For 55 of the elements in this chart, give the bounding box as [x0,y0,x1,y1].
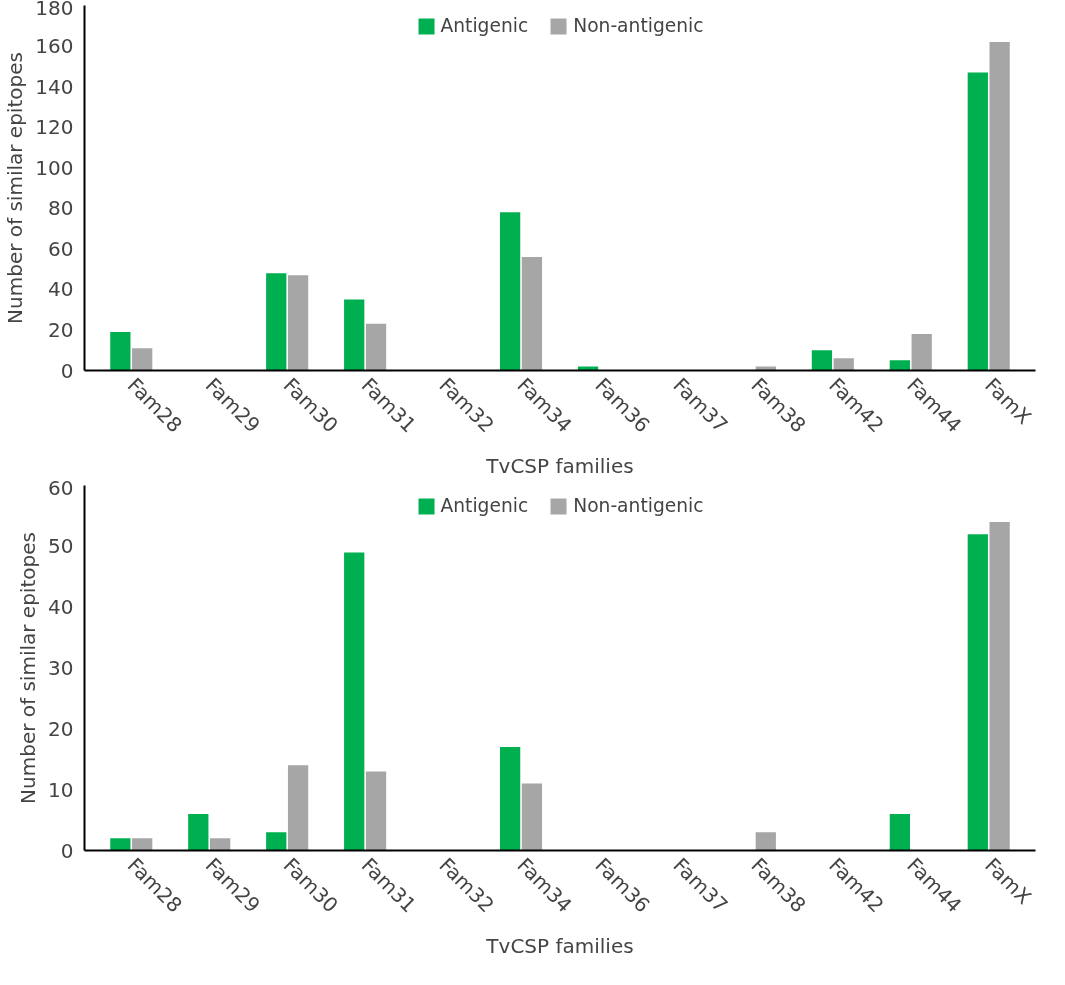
y-axis-title: Number of similar epitopes [3,52,28,324]
bar [499,212,521,371]
y-tick-label: 40 [48,277,74,302]
bar [755,366,776,371]
bar [499,747,521,851]
bar [132,348,153,371]
y-tick-label: 180 [35,0,74,20]
bar [577,366,599,371]
bar [110,331,131,371]
bar [989,522,1010,851]
bar [521,256,543,371]
y-tick-label: 80 [48,196,74,221]
y-tick-label: 120 [35,115,74,140]
bar [889,360,910,371]
x-axis-title: TvCSP families [485,933,634,958]
bar [365,323,387,371]
y-tick-label: 0 [60,838,74,863]
y-tick-label: 30 [48,656,74,680]
bar [811,350,833,371]
bar [287,765,309,851]
y-tick-label: 160 [35,34,74,59]
bar [344,552,365,851]
bar [521,783,543,851]
y-tick-label: 50 [48,534,74,559]
legend-label: Antigenic [440,15,529,36]
y-axis-title: Number of similar epitopes [16,532,41,804]
y-tick-label: 100 [35,155,74,180]
y-tick-label: 20 [48,317,74,342]
y-tick-label: 60 [48,236,74,261]
legend-label: Non-antigenic [573,15,704,36]
y-tick-label: 20 [48,716,74,741]
bar [266,273,287,371]
legend-label: Non-antigenic [573,495,704,516]
y-tick-label: 0 [60,358,74,383]
bar [911,334,932,371]
bar [210,838,231,851]
y-tick-label: 10 [48,777,74,802]
bar [365,771,387,851]
y-tick-label: 140 [35,74,74,99]
bar [287,275,309,371]
bar [110,838,131,851]
bar [266,832,287,851]
bar [188,814,209,851]
bar [344,299,365,371]
bar [967,72,988,371]
bar [755,832,776,851]
bar [967,534,988,851]
bar [833,358,854,371]
legend-label: Antigenic [440,495,529,516]
bar [132,838,153,851]
bar [889,814,910,851]
y-tick-label: 60 [48,475,74,500]
bar [989,42,1010,371]
x-axis-title: TvCSP families [485,453,634,478]
y-tick-label: 40 [48,595,74,620]
